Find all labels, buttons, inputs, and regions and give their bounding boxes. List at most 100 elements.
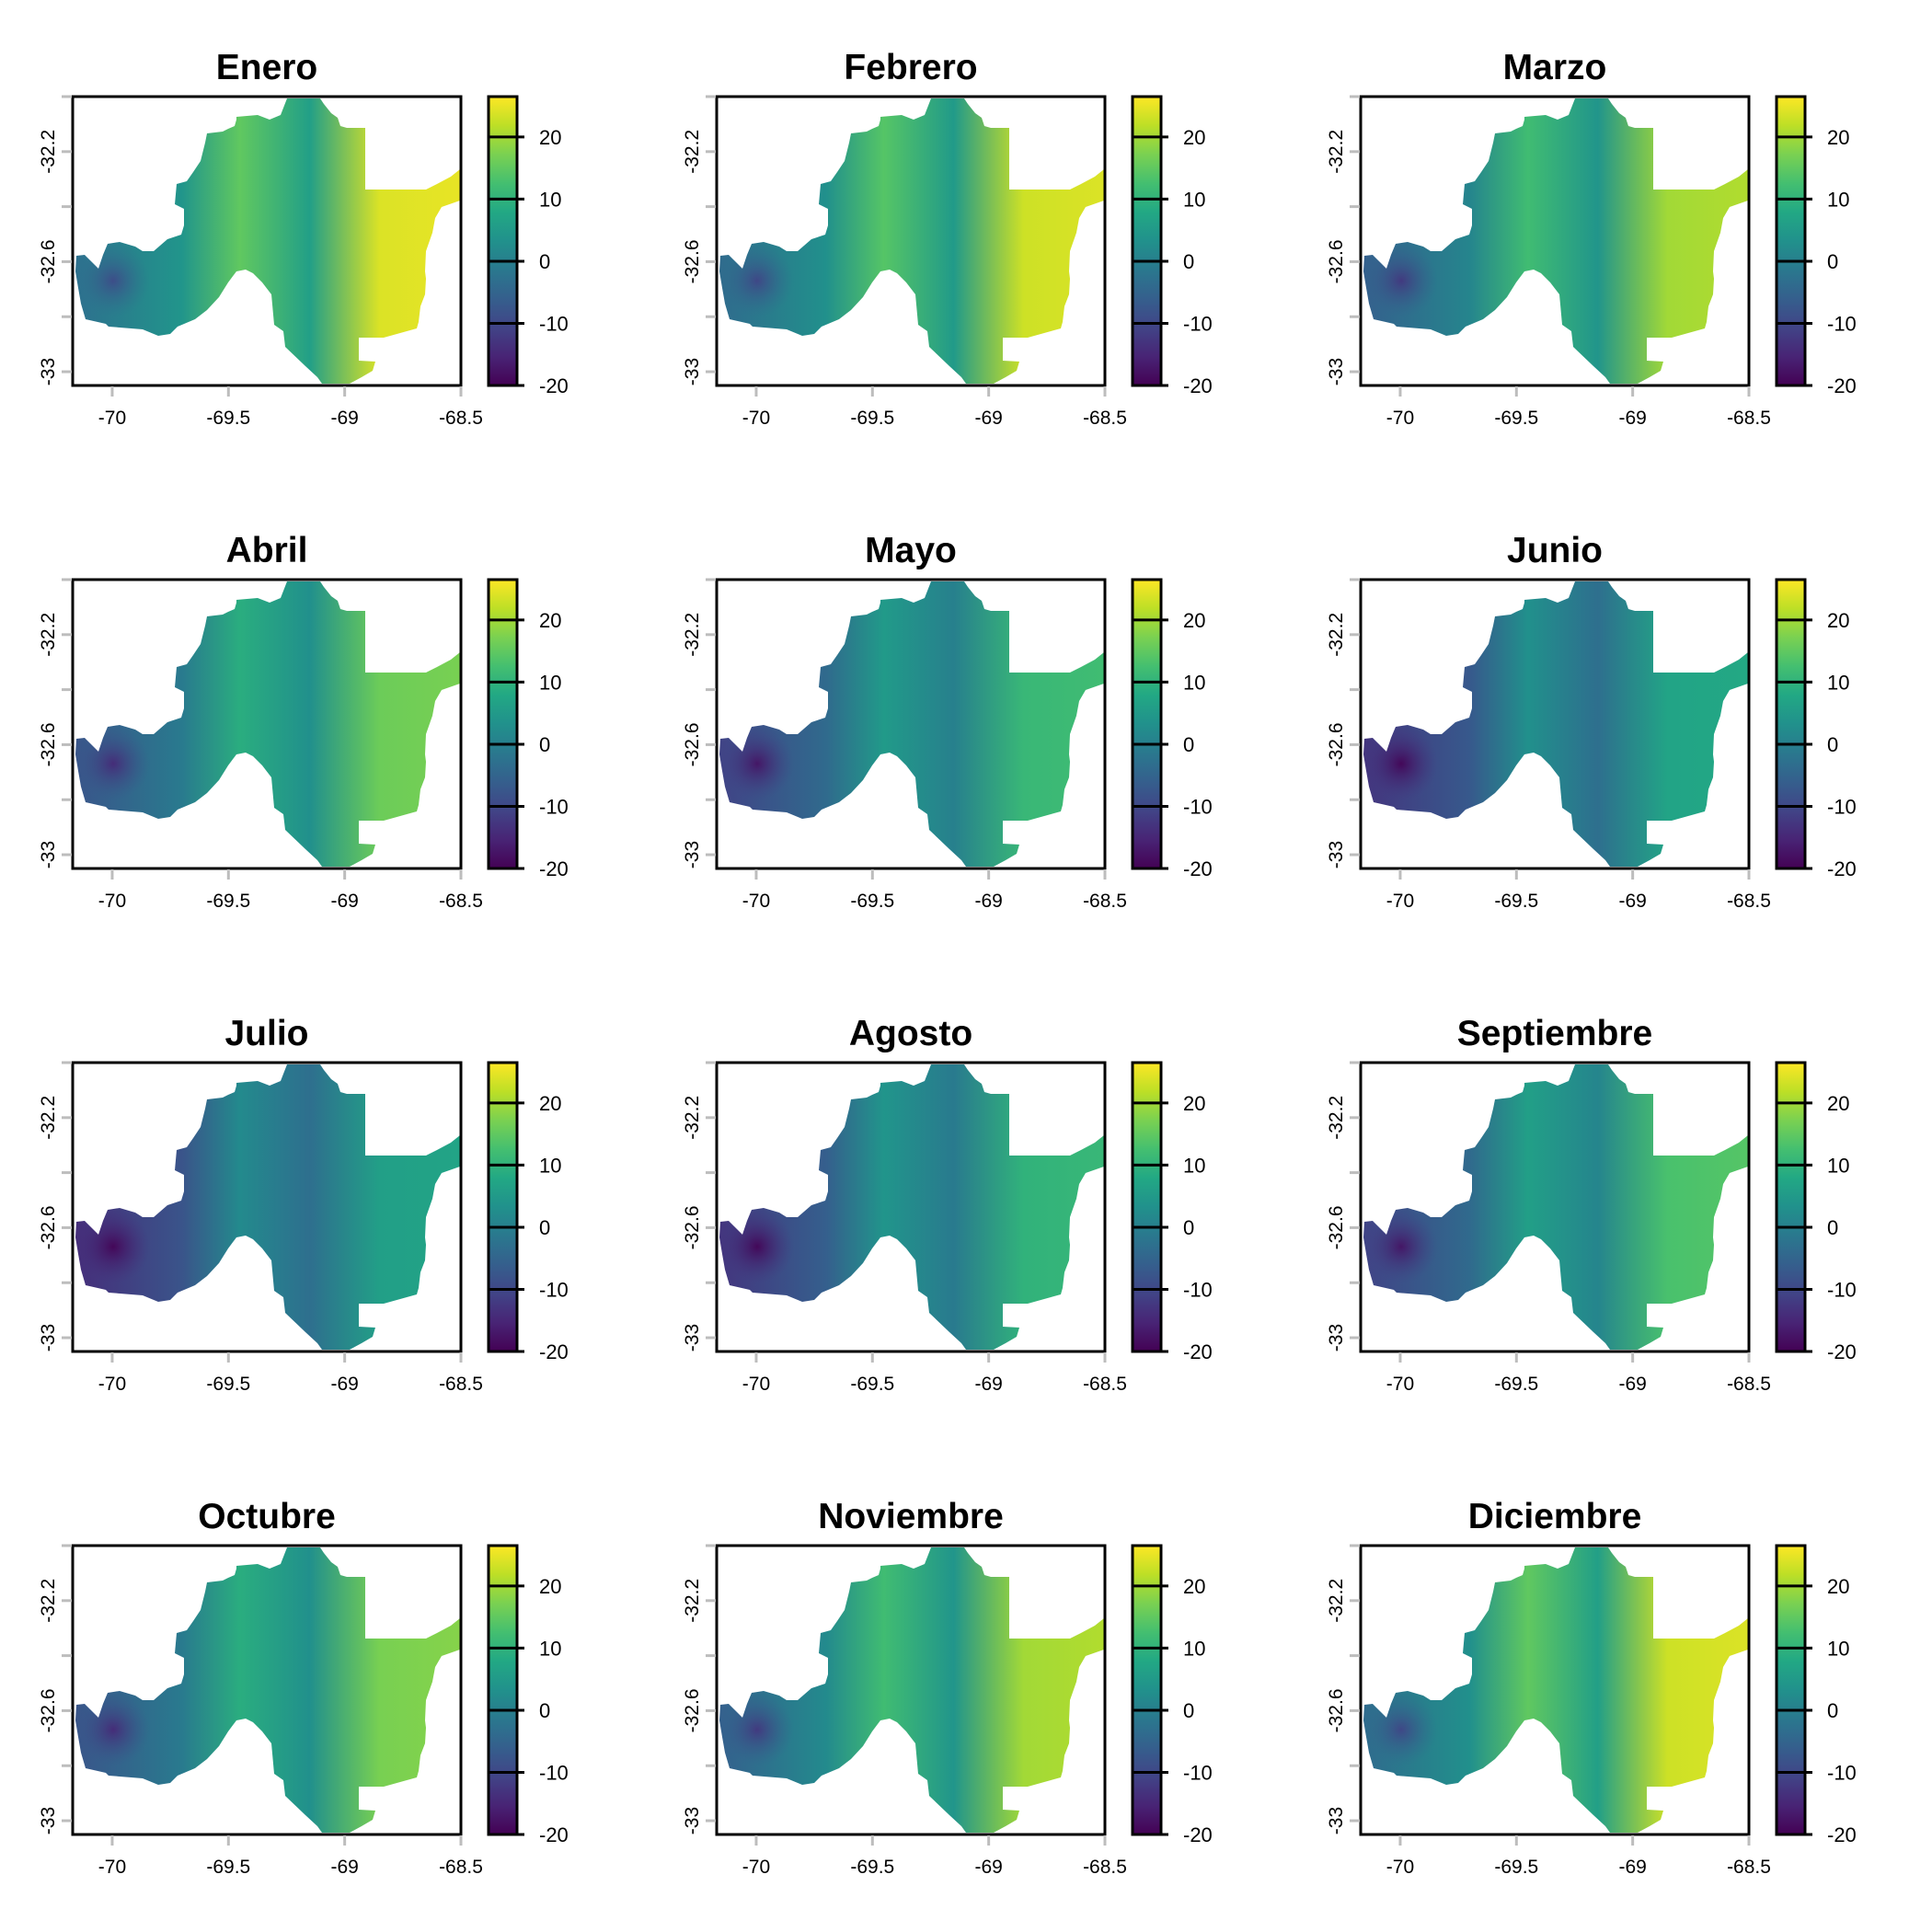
panel-title: Mayo [865,531,957,570]
x-tick-label: -69.5 [206,408,250,429]
x-tick-label: -68.5 [1083,891,1127,912]
colorbar [1131,578,1163,870]
raster-cold-peak [1363,1064,1748,1350]
colorbar [1131,95,1163,387]
raster-cold-peak [719,1547,1104,1833]
x-tick-label: -69 [1618,891,1646,912]
colorbar [1775,1544,1807,1836]
x-tick-label: -68.5 [439,1374,483,1395]
x-tick-label: -69 [974,1857,1002,1878]
panel-title: Octubre [198,1497,336,1536]
colorbar-label: 20 [1827,609,1849,632]
colorbar-label: 0 [539,250,550,273]
y-tick-label: -33 [682,1324,703,1351]
colorbar [1775,1061,1807,1353]
y-tick-label: -33 [1326,358,1347,385]
x-tick-label: -69 [1618,1857,1646,1878]
map-panel-julio: Julio -32.2 -32.6 -33 -70 -69.5 -69 -68.5 20 10 0 -… [0,966,644,1449]
raster-cold-peak [719,1064,1104,1350]
raster-cold-peak [75,1547,460,1833]
colorbar-label: 10 [1827,1154,1849,1177]
colorbar-label: -10 [539,1761,569,1784]
panel-title: Abril [226,531,308,570]
x-tick-label: -69 [330,891,358,912]
colorbar-label: 10 [539,671,561,694]
panel-title: Julio [224,1014,308,1053]
plot-frame [71,1544,463,1836]
temperature-raster [1363,98,1748,384]
colorbar-label: 20 [1183,609,1205,632]
x-tick-label: -69.5 [850,891,894,912]
y-tick-label: -33 [1326,1324,1347,1351]
colorbar-label: 10 [539,188,561,211]
x-tick-label: -68.5 [1727,891,1771,912]
y-tick-label: -33 [38,358,59,385]
colorbar-label: -20 [539,1340,569,1363]
map-panel-febrero: Febrero -32.2 -32.6 -33 -70 -69.5 -69 -68.5 20 10… [644,0,1288,483]
colorbar-label: 20 [1183,126,1205,149]
y-tick-label: -32.6 [1326,722,1347,766]
panel-title: Marzo [1503,48,1607,87]
x-tick-label: -69.5 [206,891,250,912]
raster-cold-peak [1363,581,1748,867]
colorbar-label: -10 [539,795,569,818]
x-tick-label: -69.5 [206,1857,250,1878]
colorbar-label: -20 [1827,374,1857,397]
map-panel-mayo: Mayo -32.2 -32.6 -33 -70 -69.5 -69 -68.5 20 10 0 -1… [644,483,1288,966]
raster-cold-peak [75,98,460,384]
colorbar [487,95,519,387]
colorbar-label: -10 [1827,795,1857,818]
raster-cold-peak [75,1064,460,1350]
colorbar-label: -10 [1827,1761,1857,1784]
map-svg: Febrero -32.2 -32.6 -33 -70 -69.5 -69 -68.5 20 10… [682,48,1213,429]
panel-title: Enero [216,48,318,87]
map-svg: Junio -32.2 -32.6 -33 -70 -69.5 -69 -68.5 20 10 0 -… [1326,531,1857,912]
colorbar-label: 20 [1183,1092,1205,1115]
x-tick-label: -69.5 [206,1374,250,1395]
temperature-raster [75,1547,460,1833]
map-svg: Marzo -32.2 -32.6 -33 -70 -69.5 -69 -68.5 20 10 0 -… [1326,48,1857,429]
raster-cold-peak [719,98,1104,384]
y-tick-label: -32.2 [682,1096,703,1140]
temperature-raster [75,1064,460,1350]
colorbar-label: 10 [1827,188,1849,211]
colorbar-label: -10 [1827,312,1857,335]
temperature-raster [719,1064,1104,1350]
y-tick-label: -32.2 [682,1579,703,1623]
x-tick-label: -70 [1386,408,1414,429]
raster-cold-peak [75,581,460,867]
panel-title: Agosto [849,1014,972,1053]
x-tick-label: -70 [98,408,126,429]
map-panel-junio: Junio -32.2 -32.6 -33 -70 -69.5 -69 -68.5 20 10 0 -… [1288,483,1932,966]
x-tick-label: -70 [742,408,770,429]
map-svg: Mayo -32.2 -32.6 -33 -70 -69.5 -69 -68.5 20 10 0 -1… [682,531,1213,912]
plot-frame [1359,95,1751,387]
colorbar-label: 0 [1183,250,1194,273]
colorbar [1775,578,1807,870]
x-tick-label: -70 [742,1374,770,1395]
colorbar-label: -10 [539,1278,569,1301]
colorbar-label: -20 [1827,1823,1857,1846]
colorbar-label: 10 [1183,671,1205,694]
y-tick-label: -32.2 [38,130,59,174]
colorbar-label: 20 [1827,126,1849,149]
x-tick-label: -69.5 [850,408,894,429]
x-tick-label: -69 [330,408,358,429]
map-panel-agosto: Agosto -32.2 -32.6 -33 -70 -69.5 -69 -68.5 20 10 0… [644,966,1288,1449]
colorbar [487,578,519,870]
colorbar-label: 10 [1827,1637,1849,1660]
plot-frame [715,1544,1107,1836]
colorbar-label: -10 [1183,312,1213,335]
x-tick-label: -68.5 [439,891,483,912]
temperature-raster [719,1547,1104,1833]
y-tick-label: -33 [38,1807,59,1834]
colorbar-label: 20 [539,1575,561,1598]
colorbar-label: 20 [1827,1575,1849,1598]
raster-cold-peak [1363,1547,1748,1833]
panel-title: Junio [1507,531,1603,570]
y-tick-label: -32.2 [682,130,703,174]
colorbar-label: 0 [1827,250,1838,273]
y-tick-label: -32.6 [682,1688,703,1732]
plot-frame [71,578,463,870]
colorbar [1131,1544,1163,1836]
